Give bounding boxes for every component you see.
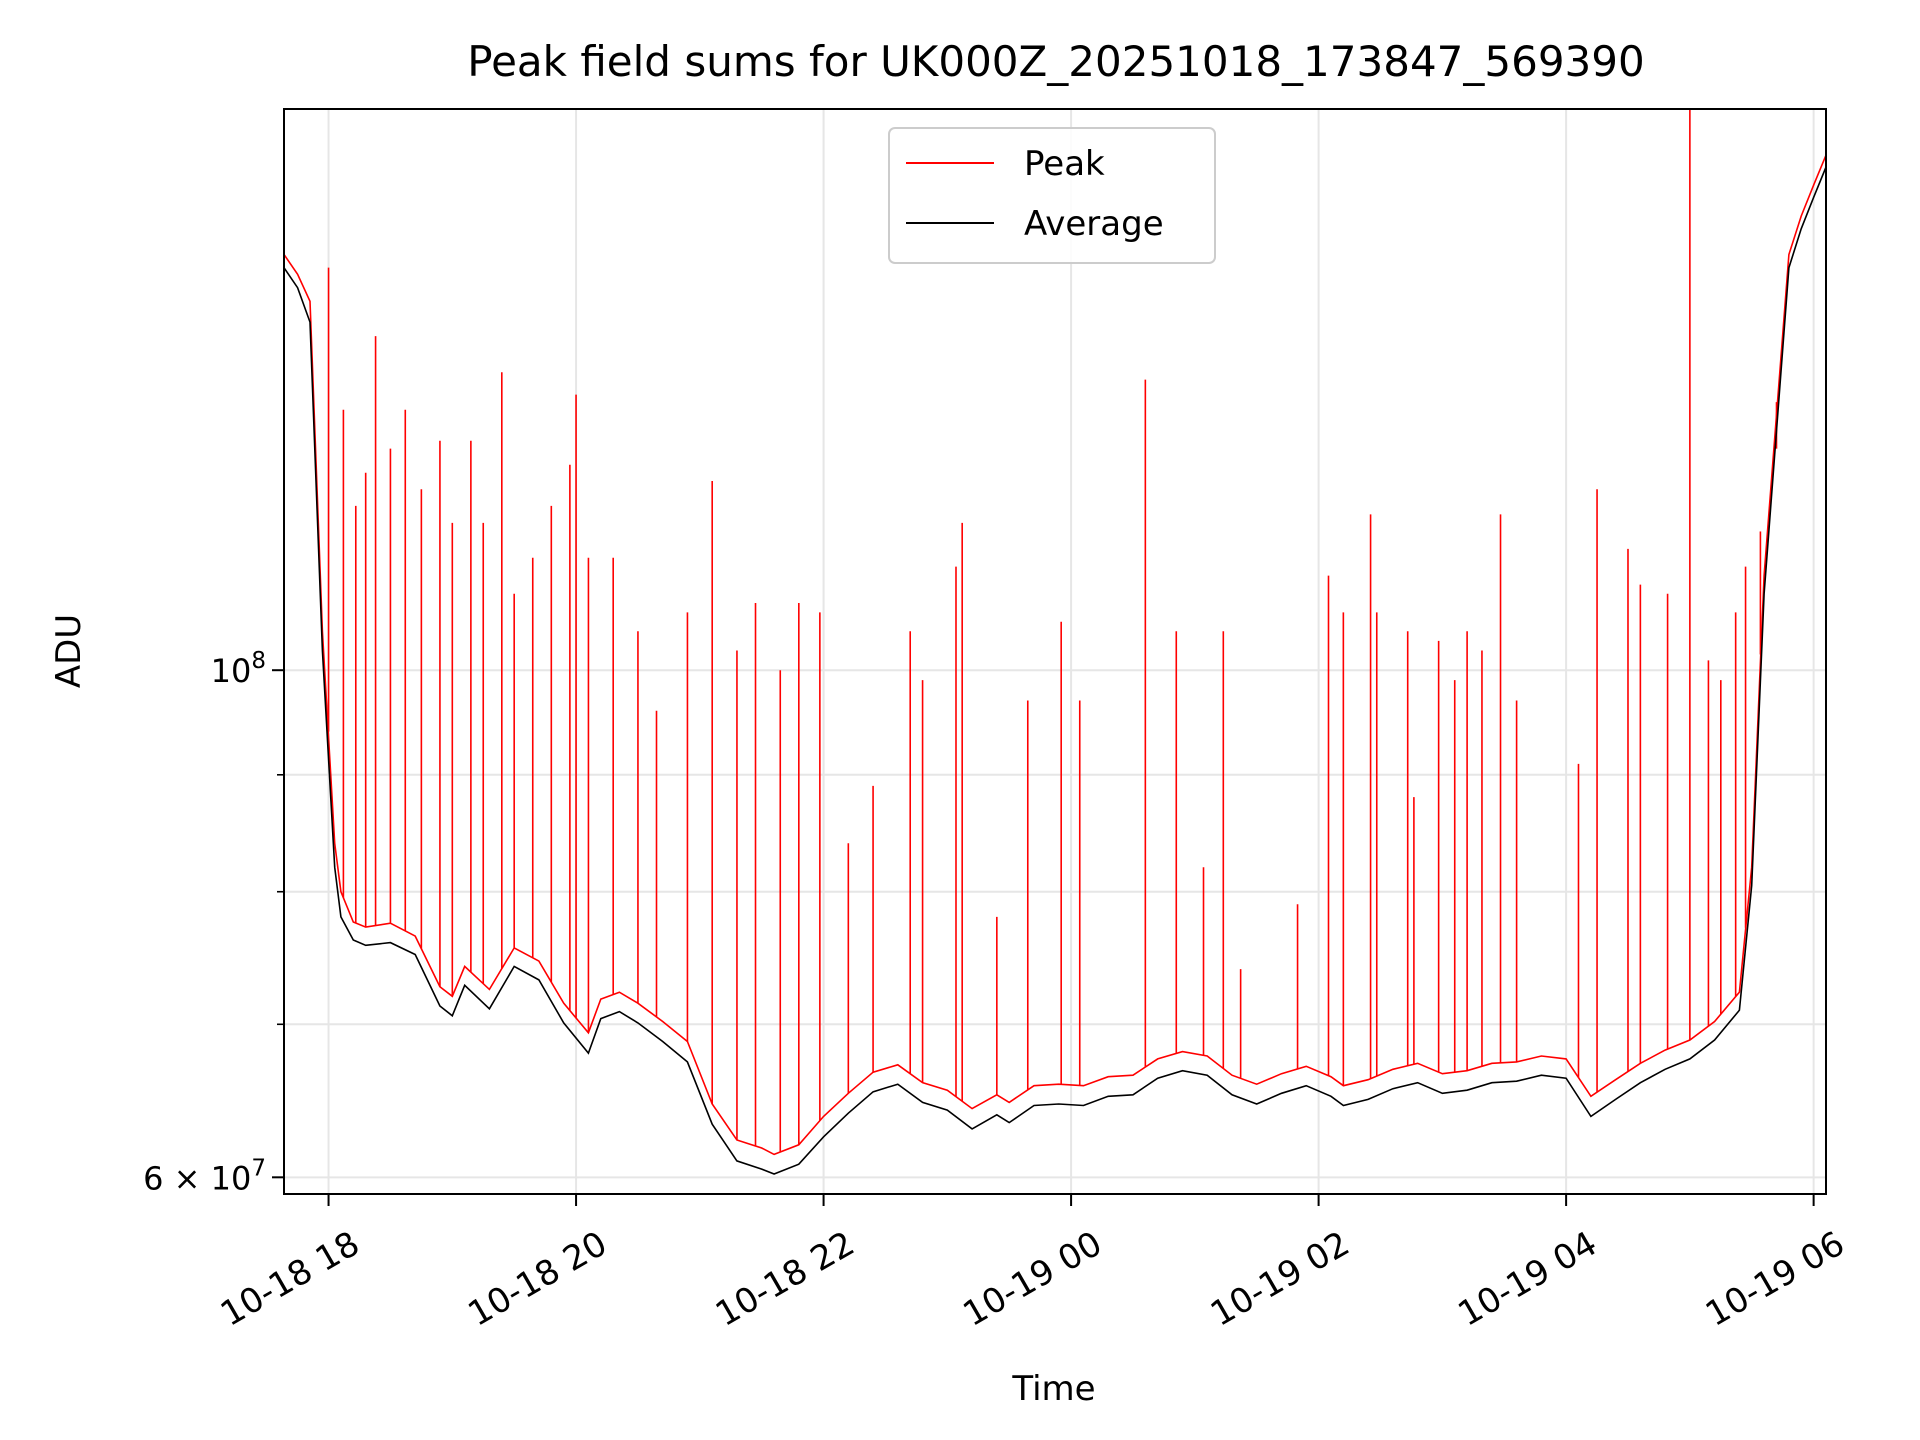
average-series-line [284, 166, 1826, 1175]
y-axis-label: ADU [49, 614, 89, 688]
peak-series-line [284, 154, 1826, 1156]
y-tick-label: 108 [211, 648, 266, 690]
y-axis-ticks: 108 6 × 107 [143, 648, 284, 1197]
legend-box [888, 127, 1216, 264]
peak-spikes [327, 109, 1778, 1152]
plot-frame [283, 108, 1827, 1195]
legend: Peak Average [888, 127, 1216, 264]
x-axis-label: Time [1011, 1369, 1095, 1409]
legend-peak-label: Peak [1024, 144, 1105, 184]
legend-average-label: Average [1024, 204, 1164, 244]
chart-title: Peak field sums for UK000Z_20251018_1738… [467, 37, 1644, 86]
y-tick-label: 6 × 107 [143, 1155, 266, 1197]
